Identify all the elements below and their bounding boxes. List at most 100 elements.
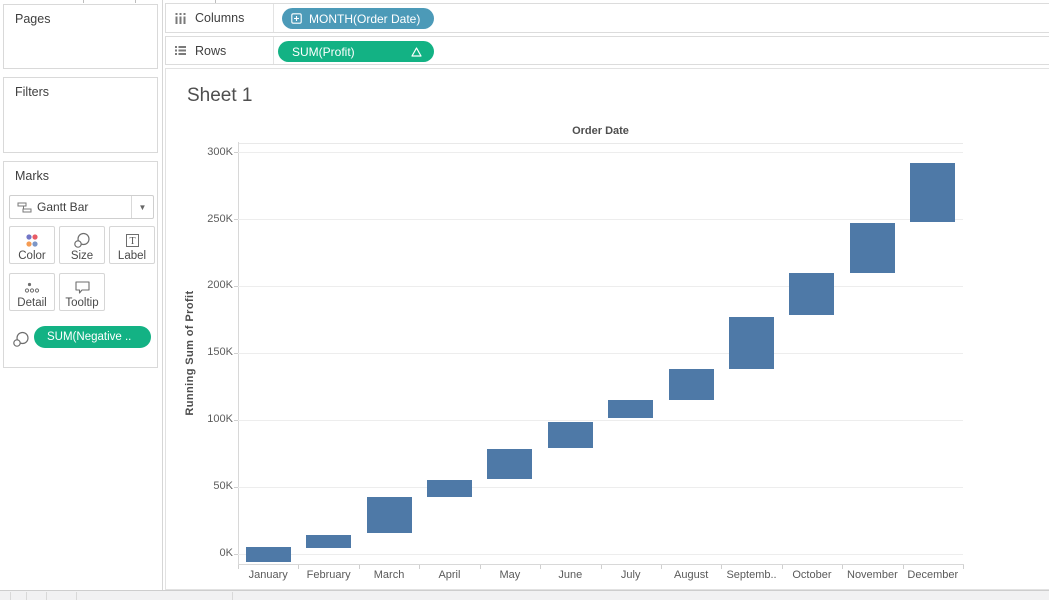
x-axis-label-November: November [847, 569, 898, 581]
columns-icon [174, 12, 187, 25]
x-axis-label-December: December [907, 569, 959, 581]
x-axis-tick [963, 565, 964, 569]
size-icon [10, 328, 32, 350]
gantt-bar-July[interactable] [608, 399, 654, 419]
y-axis-tick-label: 300K [207, 145, 233, 158]
gantt-bar-January[interactable] [245, 546, 291, 562]
status-bar-divider [76, 592, 77, 600]
gridline-200K [238, 285, 963, 287]
x-axis-label-June: June [558, 569, 583, 581]
x-axis-label-October: October [792, 569, 832, 581]
status-bar-divider [46, 592, 47, 600]
tooltip-icon [60, 277, 104, 297]
rows-icon [174, 44, 187, 57]
x-axis-tick [781, 565, 783, 569]
chart-title[interactable]: Order Date [572, 125, 629, 137]
size-button[interactable]: Size [59, 226, 105, 264]
gridline-150K [238, 352, 963, 354]
label-icon: T [110, 230, 154, 250]
label-button[interactable]: T Label [109, 226, 155, 264]
filters-shelf[interactable]: Filters [3, 77, 158, 153]
color-button-label: Color [18, 250, 46, 262]
columns-shelf[interactable]: Columns MONTH(Order Date) [165, 3, 1049, 33]
status-bar-divider [232, 592, 233, 600]
detail-button-label: Detail [17, 297, 47, 309]
gantt-bar-May[interactable] [487, 449, 533, 479]
rows-shelf[interactable]: Rows SUM(Profit) [165, 36, 1049, 65]
gridline-100K [238, 419, 963, 421]
y-axis-tick-label: 50K [213, 480, 233, 493]
sidebar-divider [162, 0, 163, 590]
x-axis-tick [842, 565, 844, 569]
tooltip-button[interactable]: Tooltip [59, 273, 105, 311]
rows-pill-sum-profit[interactable]: SUM(Profit) [278, 41, 434, 62]
x-axis-tick [479, 565, 481, 569]
color-button[interactable]: Color [9, 226, 55, 264]
sheet-title[interactable]: Sheet 1 [187, 85, 253, 106]
x-axis-tick [419, 565, 421, 569]
y-axis-tick [234, 219, 238, 220]
status-bar-divider [26, 592, 27, 600]
delta-table-calc-icon[interactable] [411, 46, 422, 57]
columns-pill-label: MONTH(Order Date) [309, 11, 421, 26]
x-axis-label-July: July [620, 569, 641, 581]
status-bar [0, 590, 1049, 600]
y-axis-tick [234, 285, 238, 287]
gridline-300K [238, 152, 963, 154]
x-axis-tick [600, 565, 602, 569]
y-axis-tick [234, 553, 238, 555]
x-axis-label-Septemb..: Septemb.. [726, 569, 777, 581]
columns-shelf-header: Columns [166, 4, 274, 32]
pages-shelf[interactable]: Pages [3, 4, 158, 69]
x-axis-label-April: April [438, 569, 461, 581]
status-bar-divider [10, 592, 11, 600]
gridline-50K [238, 486, 963, 488]
gantt-bar-October[interactable] [789, 272, 835, 316]
toolbar-remnant-tick [135, 0, 136, 3]
detail-icon [10, 277, 54, 297]
toolbar-remnant-tick [83, 0, 84, 3]
worksheet-area: Sheet 1 Order Date Running Sum of Profit… [165, 68, 1049, 590]
y-axis-tick [234, 352, 238, 354]
x-axis-label-August: August [674, 569, 709, 581]
filters-label: Filters [15, 85, 50, 99]
detail-button[interactable]: Detail [9, 273, 55, 311]
marks-label: Marks [15, 169, 50, 183]
mark-type-dropdown[interactable]: Gantt Bar ▼ [9, 195, 154, 219]
gridline-0K [238, 553, 963, 555]
y-axis-tick-label: 150K [207, 346, 233, 359]
label-button-label: Label [117, 250, 147, 262]
chevron-down-icon[interactable]: ▼ [131, 196, 153, 218]
expand-plus-icon[interactable] [291, 13, 302, 24]
x-axis-label-March: March [373, 569, 405, 581]
x-axis-tick [540, 565, 542, 569]
size-icon [60, 230, 104, 250]
columns-pill-month-order-date[interactable]: MONTH(Order Date) [282, 8, 434, 29]
gantt-bar-March[interactable] [366, 497, 412, 534]
gantt-bar-Septemb..[interactable] [729, 316, 775, 369]
gantt-bar-February[interactable] [306, 534, 352, 549]
y-axis-tick-label: 0K [219, 547, 233, 559]
color-icon [10, 230, 54, 250]
rows-shelf-header: Rows [166, 37, 274, 64]
x-axis-tick [660, 565, 662, 569]
gantt-bar-November[interactable] [849, 223, 895, 273]
x-axis-tick [358, 565, 360, 569]
gantt-bar-April[interactable] [426, 479, 472, 498]
size-pill-sum-negative-profit[interactable]: SUM(Negative .. [34, 326, 151, 348]
x-axis-tick [902, 565, 904, 569]
size-button-label: Size [70, 250, 94, 262]
y-axis-tick-label: 200K [207, 279, 233, 292]
rows-label: Rows [195, 43, 227, 58]
x-axis-tick [298, 565, 300, 569]
svg-text:T: T [129, 236, 135, 247]
marks-card: Marks Gantt Bar ▼ Color [3, 161, 158, 368]
x-axis-label-February: February [306, 569, 351, 581]
gantt-bar-December[interactable] [910, 162, 956, 222]
x-axis-tick [238, 565, 239, 569]
x-axis-label-May: May [499, 569, 521, 581]
gantt-bar-June[interactable] [547, 422, 593, 448]
gantt-bar-August[interactable] [668, 368, 714, 400]
gridline-250K [238, 219, 963, 220]
x-axis-line [238, 564, 964, 565]
